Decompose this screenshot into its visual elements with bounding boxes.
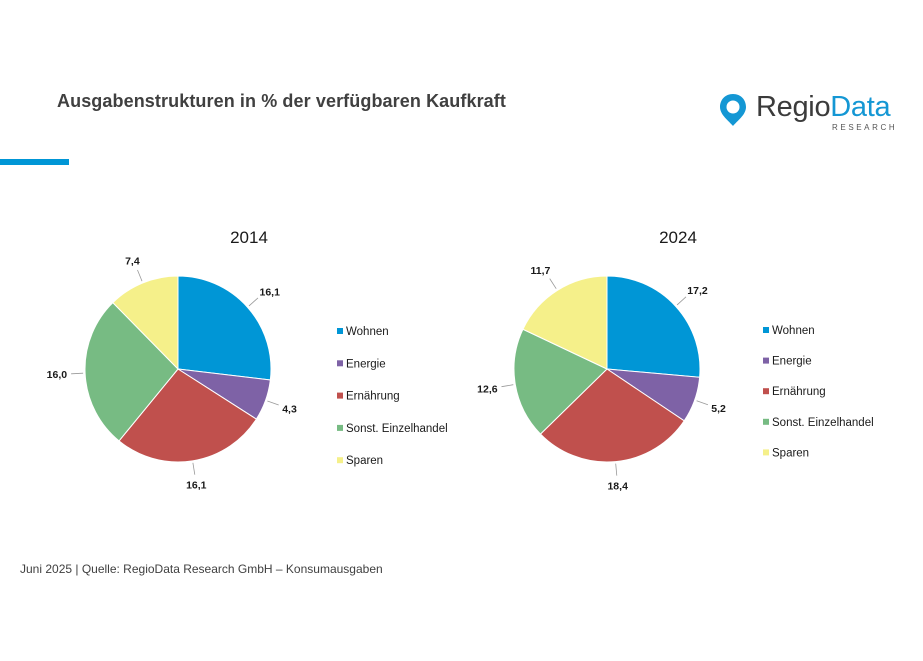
chart-title-2024: 2024: [659, 228, 697, 247]
pie-slice-sonst-einzelhandel-2014: [84, 301, 179, 442]
data-label-sparen-2014: 7,4: [125, 256, 140, 268]
legend-swatch-ernahrung-2024: [763, 388, 769, 395]
legend-label-sonst-einzelhandel-2024: Sonst. Einzelhandel: [772, 417, 874, 429]
chart-title-2014: 2014: [230, 228, 268, 247]
leader-line-wohnen-2014: [248, 297, 259, 307]
legend-label-energie-2014: Energie: [346, 358, 386, 370]
logo-wordmark: RegioData: [756, 91, 891, 123]
legend-label-sparen-2014: Sparen: [346, 455, 383, 467]
leader-line-sparen-2024: [549, 278, 557, 289]
leader-line-wohnen-2024: [676, 296, 687, 306]
pie-slice-wohnen-2014: [177, 275, 272, 381]
leader-line-sonst-einzelhandel-2024: [501, 384, 514, 388]
legend-label-energie-2024: Energie: [772, 356, 812, 368]
legend-swatch-sparen-2024: [763, 449, 769, 456]
source-footnote: Juni 2025 | Quelle: RegioData Research G…: [20, 562, 383, 576]
page-title: Ausgabenstrukturen in % der verfügbaren …: [57, 91, 506, 111]
pie-slice-ernahrung-2024: [539, 368, 685, 463]
pie-slice-sparen-2014: [112, 275, 179, 371]
legend-swatch-sonst-einzelhandel-2014: [337, 424, 343, 431]
leader-line-energie-2024: [696, 400, 709, 406]
regiodata-logo: RegioData RESEARCH: [718, 91, 903, 135]
legend-swatch-ernahrung-2014: [337, 392, 343, 399]
legend-label-wohnen-2024: Wohnen: [772, 325, 815, 337]
pie-slice-wohnen-2024: [606, 275, 701, 378]
location-pin-icon: [720, 94, 746, 126]
legend-label-ernahrung-2024: Ernährung: [772, 386, 826, 398]
logo-subtitle: RESEARCH: [832, 123, 898, 132]
data-label-wohnen-2014: 16,1: [260, 286, 281, 298]
legend-swatch-energie-2024: [763, 357, 769, 364]
leader-line-sparen-2014: [137, 269, 143, 282]
legend-swatch-sparen-2014: [337, 457, 343, 464]
leader-line-sonst-einzelhandel-2014: [71, 372, 84, 375]
accent-bar: [0, 159, 69, 165]
legend-label-sonst-einzelhandel-2014: Sonst. Einzelhandel: [346, 423, 448, 435]
data-label-ernahrung-2014: 16,1: [186, 480, 207, 492]
leader-line-energie-2014: [267, 400, 279, 406]
legend-swatch-wohnen-2024: [763, 327, 769, 333]
data-label-sonst-einzelhandel-2024: 12,6: [477, 383, 498, 395]
data-label-sonst-einzelhandel-2014: 16,0: [47, 369, 68, 381]
data-label-energie-2024: 5,2: [711, 403, 726, 415]
pie-slice-sparen-2024: [522, 275, 608, 370]
legend-label-wohnen-2014: Wohnen: [346, 326, 389, 338]
pie-slice-sonst-einzelhandel-2024: [513, 328, 608, 435]
data-label-energie-2014: 4,3: [282, 403, 297, 415]
data-label-ernahrung-2024: 18,4: [607, 481, 628, 493]
legend-swatch-sonst-einzelhandel-2024: [763, 418, 769, 425]
legend-label-ernahrung-2014: Ernährung: [346, 391, 400, 403]
legend-label-sparen-2024: Sparen: [772, 447, 809, 459]
pie-slice-ernahrung-2014: [118, 368, 258, 463]
legend-swatch-energie-2014: [337, 360, 343, 367]
leader-line-ernahrung-2024: [615, 463, 618, 476]
data-label-sparen-2024: 11,7: [531, 265, 551, 277]
legend-swatch-wohnen-2014: [337, 328, 343, 334]
data-label-wohnen-2024: 17,2: [687, 285, 708, 297]
leader-line-ernahrung-2014: [192, 462, 196, 475]
